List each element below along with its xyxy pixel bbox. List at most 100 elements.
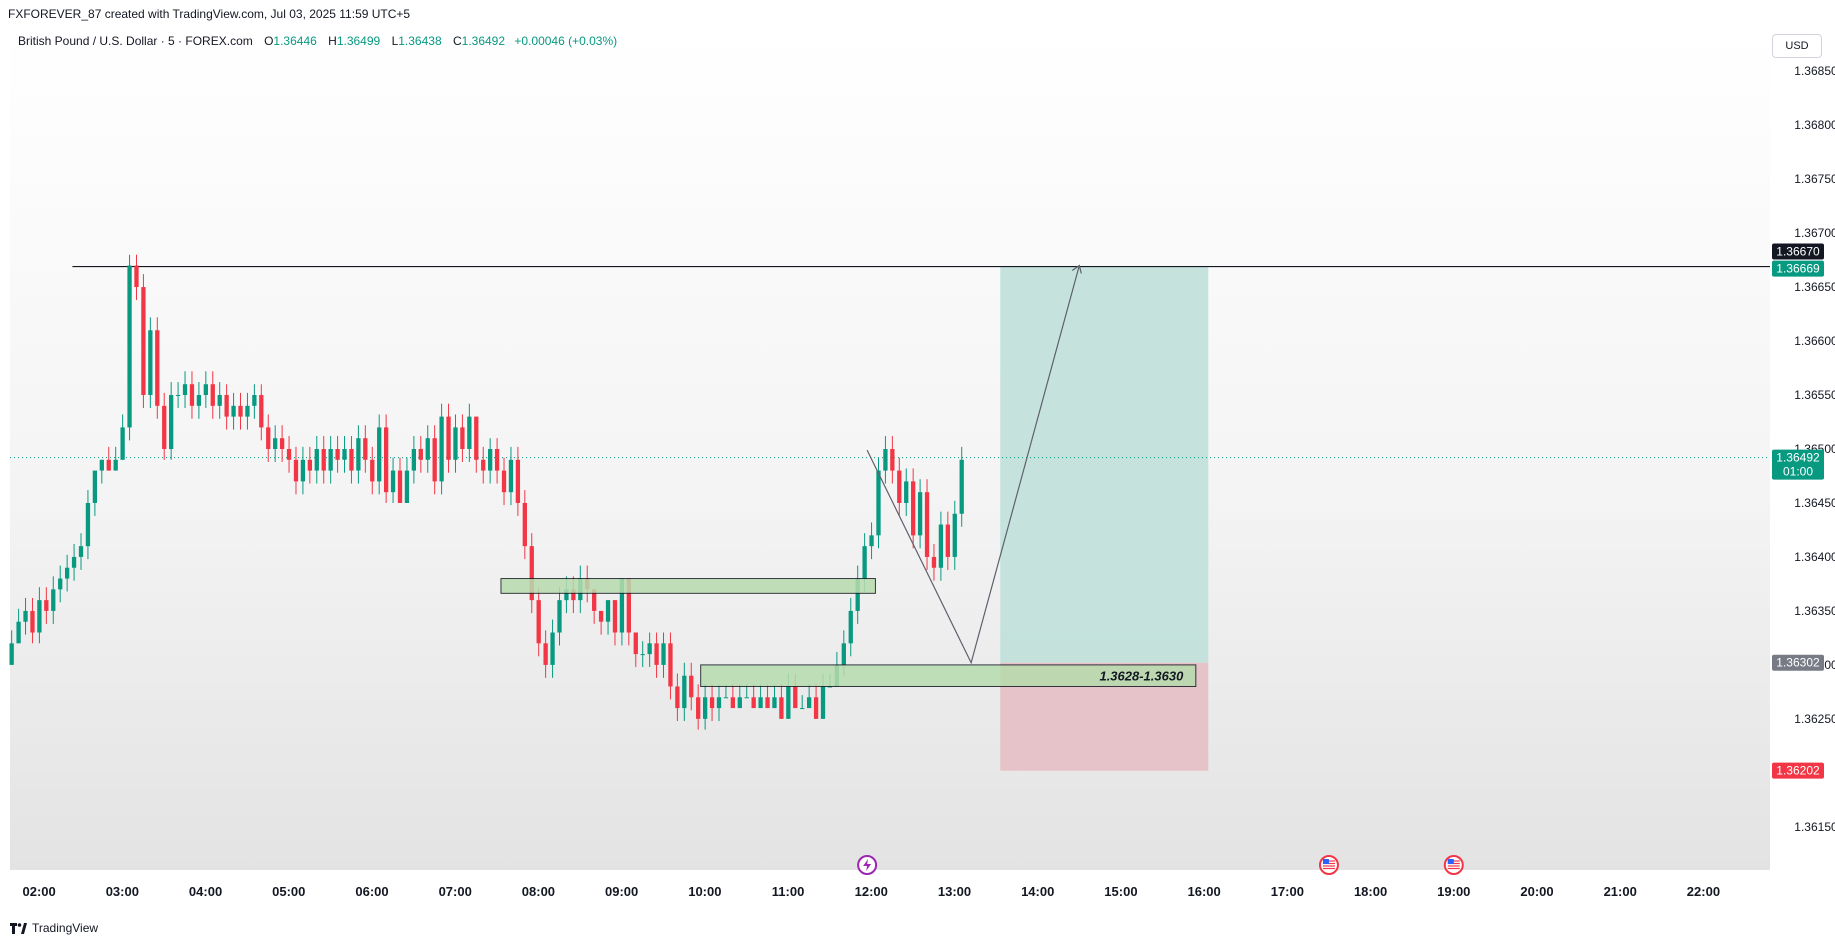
candle-body bbox=[890, 449, 895, 471]
candle-body bbox=[44, 600, 49, 611]
open-label: O bbox=[264, 34, 274, 48]
currency-button[interactable]: USD bbox=[1772, 34, 1822, 58]
candle bbox=[682, 662, 687, 722]
candle-body bbox=[314, 449, 319, 471]
grid-layer bbox=[10, 265, 1770, 459]
candle-body bbox=[224, 395, 229, 417]
candle bbox=[307, 446, 313, 484]
candle bbox=[460, 414, 465, 462]
us-flag-event-icon[interactable] bbox=[1443, 855, 1464, 875]
projection-path bbox=[866, 265, 1080, 665]
candle-body bbox=[779, 697, 784, 719]
candle bbox=[952, 500, 957, 570]
candle-body bbox=[453, 427, 458, 460]
candle-body bbox=[481, 459, 486, 471]
candle bbox=[120, 414, 125, 460]
candle-body bbox=[217, 395, 222, 406]
candle bbox=[273, 425, 278, 462]
candle-body bbox=[668, 643, 673, 687]
candle-body bbox=[259, 395, 264, 428]
candle-body bbox=[120, 427, 125, 460]
candle bbox=[189, 371, 195, 419]
candle bbox=[16, 608, 21, 644]
candle-body bbox=[536, 600, 541, 644]
demand-zone-lower[interactable] bbox=[700, 664, 1197, 687]
candle-body bbox=[64, 567, 70, 579]
us-flag-event-icon[interactable] bbox=[1318, 855, 1339, 875]
candle bbox=[883, 436, 888, 484]
candle-body bbox=[71, 556, 77, 568]
stop-price-badge[interactable]: 1.36202 bbox=[1772, 762, 1824, 779]
time-tick-label: 12:00 bbox=[855, 884, 888, 899]
candle-body bbox=[564, 589, 569, 601]
price-tick-label: 1.36750 bbox=[1794, 172, 1835, 186]
candle-body bbox=[841, 643, 846, 665]
candle-body bbox=[99, 459, 104, 471]
candle bbox=[481, 446, 486, 484]
candle bbox=[640, 641, 645, 668]
candle bbox=[411, 436, 417, 484]
take-profit-badge[interactable]: 1.36669 bbox=[1772, 260, 1824, 277]
symbol-name[interactable]: British Pound / U.S. Dollar · 5 · FOREX.… bbox=[18, 34, 253, 48]
time-tick-label: 13:00 bbox=[938, 884, 971, 899]
candle bbox=[370, 446, 375, 495]
candle-body bbox=[904, 481, 909, 503]
candle-body bbox=[619, 578, 625, 633]
candle-body bbox=[231, 405, 236, 417]
time-tick-label: 17:00 bbox=[1271, 884, 1304, 899]
candle bbox=[51, 576, 56, 624]
candle bbox=[855, 565, 860, 624]
candle bbox=[196, 382, 202, 419]
candle bbox=[494, 438, 500, 484]
candle bbox=[633, 632, 638, 668]
candle-body bbox=[855, 578, 860, 611]
candle bbox=[169, 382, 174, 460]
candle bbox=[897, 457, 902, 516]
candle bbox=[869, 522, 874, 560]
demand-zone-upper[interactable] bbox=[500, 578, 876, 594]
candle bbox=[113, 446, 118, 471]
time-tick-label: 14:00 bbox=[1021, 884, 1054, 899]
candle-body bbox=[446, 416, 451, 460]
brand-name: TradingView bbox=[32, 921, 99, 935]
time-tick-label: 03:00 bbox=[106, 884, 139, 899]
candle-body bbox=[30, 610, 35, 633]
candle-body bbox=[279, 438, 285, 449]
flash-event-icon[interactable] bbox=[857, 855, 878, 875]
tradingview-logo[interactable]: TradingView bbox=[10, 921, 98, 935]
candle bbox=[58, 565, 63, 603]
candle-body bbox=[675, 686, 680, 709]
candle bbox=[605, 600, 611, 635]
candle bbox=[390, 457, 396, 503]
candle-body bbox=[182, 384, 188, 396]
candle-body bbox=[959, 459, 964, 514]
candle-body bbox=[938, 524, 944, 568]
candle bbox=[266, 414, 271, 462]
candle bbox=[675, 673, 680, 722]
candle bbox=[911, 468, 916, 549]
target-price-badge[interactable]: 1.36670 bbox=[1772, 243, 1824, 260]
candle-body bbox=[952, 513, 957, 557]
price-tick-label: 1.36450 bbox=[1794, 496, 1835, 510]
candle bbox=[224, 384, 229, 430]
price-tick-label: 1.36850 bbox=[1794, 64, 1835, 78]
candle-body bbox=[335, 449, 340, 460]
current-price-badge-countdown: 01:00 bbox=[1783, 465, 1813, 479]
candle bbox=[488, 438, 493, 484]
candle-body bbox=[751, 697, 756, 709]
candle bbox=[709, 684, 715, 722]
candle bbox=[536, 587, 541, 657]
candle bbox=[245, 392, 250, 430]
candle-body bbox=[113, 459, 118, 471]
candle-body bbox=[758, 697, 763, 709]
candle bbox=[696, 684, 701, 730]
candle bbox=[806, 684, 812, 709]
entry-price-badge[interactable]: 1.36302 bbox=[1772, 654, 1824, 671]
time-axis[interactable]: 02:00 03:00 04:00 05:00 06:00 07:00 08:00 09:00… bbox=[23, 884, 1721, 899]
candle-body bbox=[370, 459, 375, 482]
price-axis[interactable]: 1.36850 1.36800 1.36750 1.36700 1.36650 1.366… bbox=[1772, 64, 1835, 834]
candle-body bbox=[155, 330, 160, 406]
candle bbox=[467, 403, 472, 462]
